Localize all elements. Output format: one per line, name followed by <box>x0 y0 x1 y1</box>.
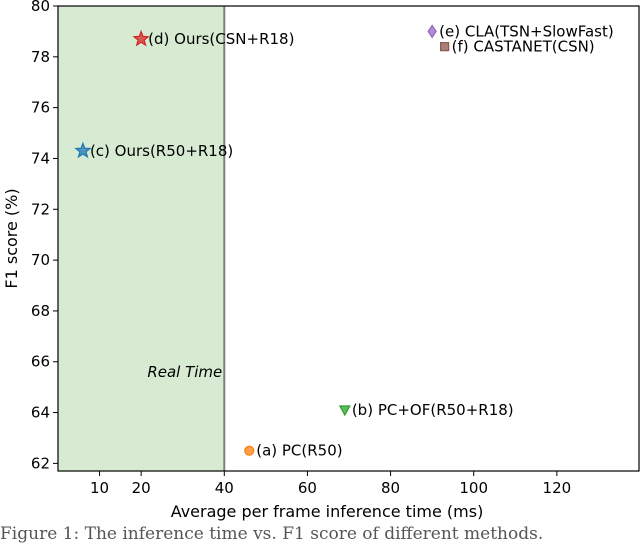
data-points: (a) PC(R50) (b) PC+OF(R50+R18) (c) Ours(R5… <box>74 22 614 460</box>
y-tick-label: 72 <box>31 200 50 218</box>
y-tick-label: 80 <box>31 0 50 15</box>
x-axis-title: Average per frame inference time (ms) <box>171 502 484 521</box>
point-label: (b) PC+OF(R50+R18) <box>352 401 514 419</box>
y-tick-label: 64 <box>31 404 50 422</box>
x-tick-label: 60 <box>298 479 317 497</box>
y-tick-label: 76 <box>31 99 50 117</box>
y-tick-label: 68 <box>31 302 50 320</box>
point-label: (a) PC(R50) <box>256 442 342 460</box>
figure-caption: Figure 1: The inference time vs. F1 scor… <box>0 524 544 544</box>
x-tick-label: 10 <box>90 479 109 497</box>
x-tick-label: 100 <box>459 479 488 497</box>
x-tick-label: 40 <box>215 479 234 497</box>
x-tick-label: 120 <box>543 479 572 497</box>
real-time-label: Real Time <box>147 363 222 381</box>
point-label: (f) CASTANET(CSN) <box>452 38 595 56</box>
point-label: (e) CLA(TSN+SlowFast) <box>439 22 614 40</box>
y-axis: 62 64 66 68 70 72 74 76 78 80 <box>31 0 58 472</box>
plot-frame <box>57 5 640 472</box>
y-axis-title: F1 score (%) <box>2 188 21 288</box>
y-tick-label: 70 <box>31 251 50 269</box>
point-label: (c) Ours(R50+R18) <box>90 142 233 160</box>
y-tick-label: 78 <box>31 48 50 66</box>
y-tick-label: 66 <box>31 353 50 371</box>
triangle-marker <box>338 405 351 417</box>
circle-marker <box>244 445 255 456</box>
star-marker <box>132 29 150 47</box>
x-tick-label: 80 <box>381 479 400 497</box>
x-tick-label: 20 <box>132 479 151 497</box>
x-axis: 10 20 40 60 80 100 120 <box>90 471 571 497</box>
point-label: (d) Ours(CSN+R18) <box>148 30 294 48</box>
square-marker <box>440 42 450 52</box>
real-time-region <box>58 6 225 471</box>
y-tick-label: 74 <box>31 149 50 167</box>
y-tick-label: 62 <box>31 454 50 472</box>
diamond-marker <box>427 24 437 39</box>
star-marker <box>74 141 92 159</box>
scatter-chart: Real Time 10 20 40 60 80 100 120 62 64 66 68 70 72 7… <box>2 0 640 521</box>
